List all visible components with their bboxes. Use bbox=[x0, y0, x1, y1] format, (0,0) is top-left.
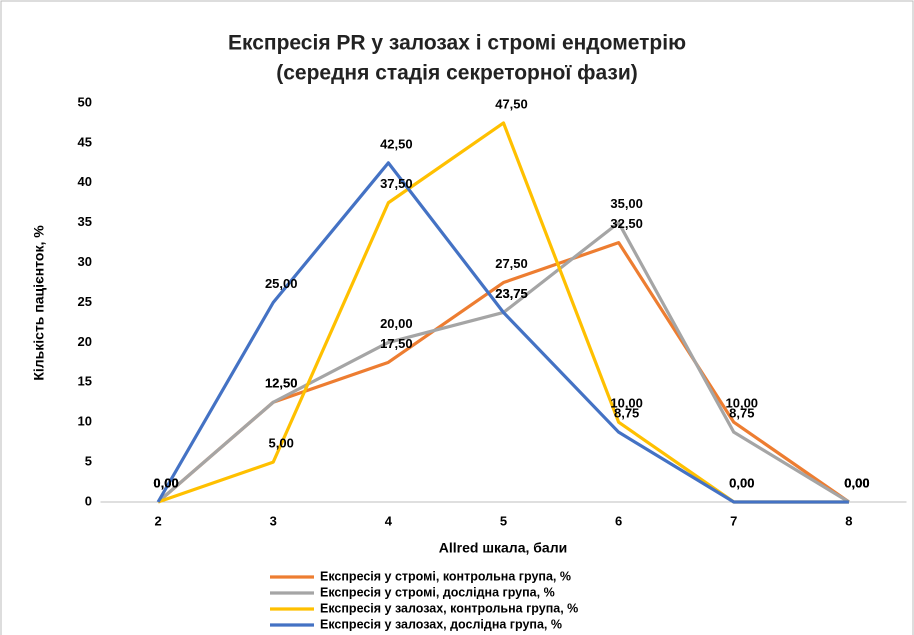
data-label: 8,75 bbox=[614, 406, 639, 421]
data-label: 32,50 bbox=[610, 216, 643, 231]
data-label: 0,00 bbox=[844, 475, 869, 490]
data-label: 12,50 bbox=[265, 376, 298, 391]
legend-label: Експресія у стромі, контрольна група, % bbox=[320, 569, 571, 583]
data-label: 0,00 bbox=[729, 475, 754, 490]
x-tick-label: 7 bbox=[730, 513, 737, 528]
data-label: 23,75 bbox=[495, 286, 528, 301]
data-label: 0,00 bbox=[844, 475, 869, 490]
data-label: 17,50 bbox=[380, 336, 413, 351]
y-tick-label: 0 bbox=[85, 493, 92, 508]
data-label: 12,50 bbox=[265, 376, 298, 391]
x-tick-label: 4 bbox=[385, 513, 393, 528]
y-axis-title: Кількість пацієнток, % bbox=[31, 225, 47, 381]
data-label: 0,00 bbox=[153, 475, 178, 490]
x-tick-label: 8 bbox=[845, 513, 852, 528]
y-tick-label: 40 bbox=[78, 174, 92, 189]
y-tick-label: 15 bbox=[78, 374, 92, 389]
y-tick-label: 5 bbox=[85, 454, 92, 469]
series-line bbox=[156, 161, 849, 504]
x-tick-label: 3 bbox=[270, 513, 277, 528]
data-label: 0,00 bbox=[153, 475, 178, 490]
y-tick-label: 10 bbox=[78, 414, 92, 429]
y-tick-label: 30 bbox=[78, 254, 92, 269]
data-label: 10,00 bbox=[610, 396, 643, 411]
data-label: 0,00 bbox=[153, 475, 178, 490]
y-tick-label: 35 bbox=[78, 214, 92, 229]
data-label: 10,00 bbox=[726, 396, 759, 411]
legend-label: Експресія у стромі, дослідна група, % bbox=[320, 585, 555, 599]
y-tick-label: 45 bbox=[78, 134, 92, 149]
data-label: 0,00 bbox=[844, 475, 869, 490]
data-label: 0,00 bbox=[729, 475, 754, 490]
data-label: 23,75 bbox=[495, 286, 528, 301]
data-label: 42,50 bbox=[380, 136, 413, 151]
legend-label: Експресія у залозах, контрольна група, % bbox=[320, 601, 578, 615]
x-tick-label: 2 bbox=[154, 513, 161, 528]
x-axis-title: Allred шкала, бали bbox=[439, 540, 567, 556]
y-tick-label: 50 bbox=[78, 94, 92, 109]
x-tick-label: 5 bbox=[500, 513, 507, 528]
x-tick-label: 6 bbox=[615, 513, 622, 528]
data-label: 37,50 bbox=[380, 176, 413, 191]
chart-title: Експресія PR у залозах і стромі ендометр… bbox=[228, 32, 686, 55]
data-label: 0,00 bbox=[153, 475, 178, 490]
data-label: 0,00 bbox=[844, 475, 869, 490]
data-label: 20,00 bbox=[380, 316, 413, 331]
data-label: 35,00 bbox=[610, 196, 643, 211]
data-label: 8,75 bbox=[729, 406, 754, 421]
data-label: 27,50 bbox=[495, 256, 528, 271]
data-label: 5,00 bbox=[269, 436, 294, 451]
legend-label: Експресія у залозах, дослідна група, % bbox=[320, 617, 562, 631]
data-label: 47,50 bbox=[495, 96, 528, 111]
y-tick-label: 25 bbox=[78, 294, 92, 309]
y-tick-label: 20 bbox=[78, 334, 92, 349]
chart-subtitle: (середня стадія секреторної фази) bbox=[276, 62, 638, 85]
data-label: 25,00 bbox=[265, 276, 298, 291]
